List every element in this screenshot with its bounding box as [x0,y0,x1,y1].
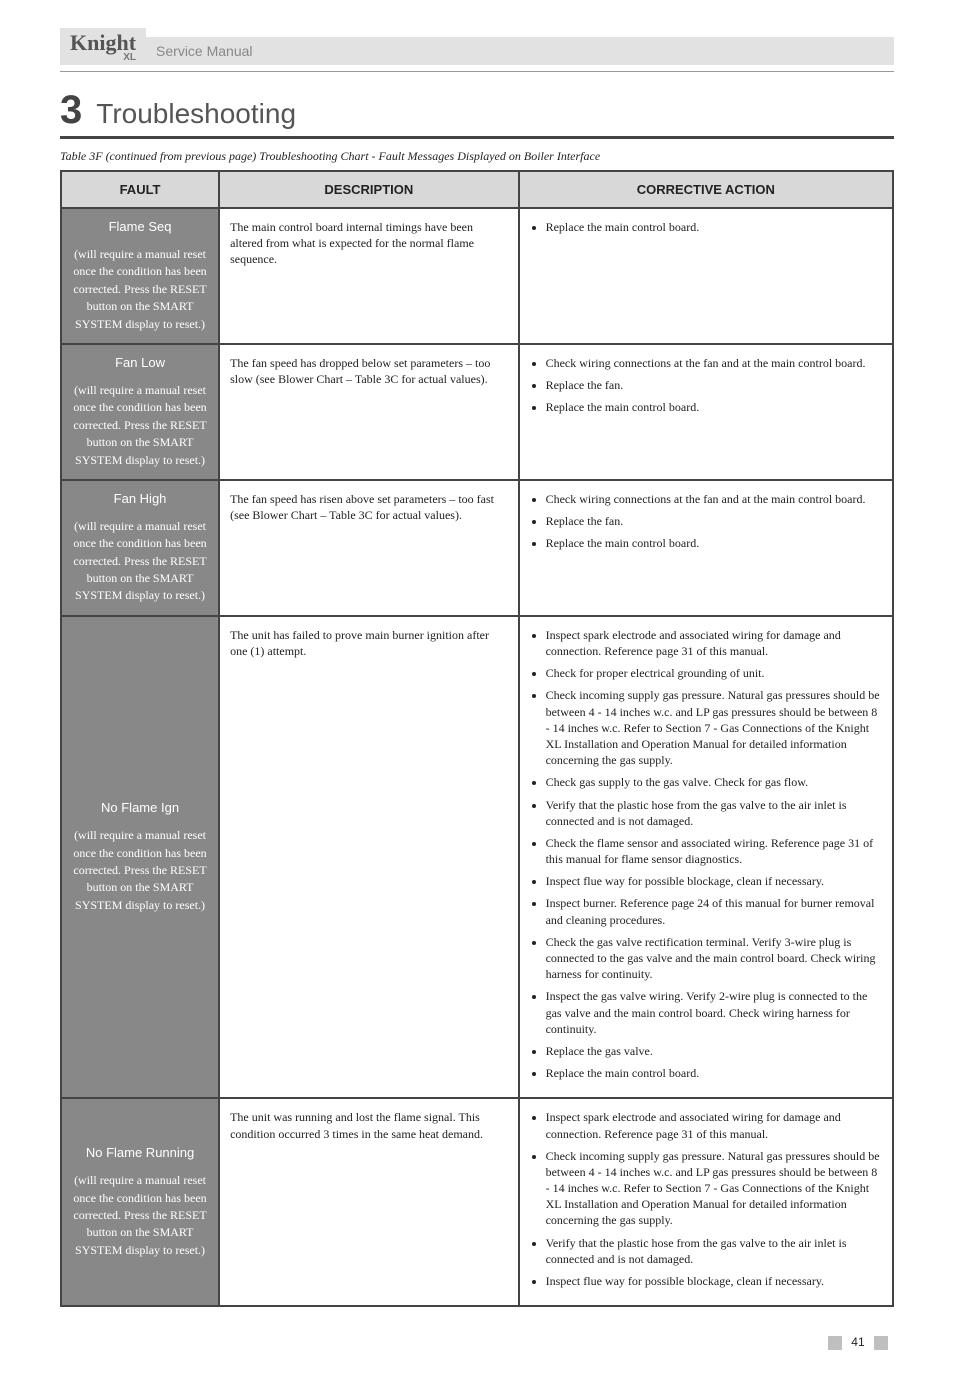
description-cell: The main control board internal timings … [219,208,519,344]
table-caption: Table 3F (continued from previous page) … [60,149,894,164]
action-list: Inspect spark electrode and associated w… [530,1109,882,1289]
table-row: Flame Seq (will require a manual reset on… [61,208,893,344]
page-footer: 41 [60,1335,894,1350]
action-list: Check wiring connections at the fan and … [530,491,882,552]
description-text: The main control board internal timings … [230,219,508,268]
footer-square-icon [874,1336,888,1350]
col-fault: FAULT [61,171,219,208]
action-item: Replace the main control board. [546,219,882,235]
action-item: Replace the fan. [546,377,882,393]
troubleshooting-table: FAULT DESCRIPTION CORRECTIVE ACTION Flam… [60,170,894,1307]
action-item: Replace the gas valve. [546,1043,882,1059]
fault-note: (will require a manual reset once the co… [72,827,208,914]
table-body: Flame Seq (will require a manual reset on… [61,208,893,1306]
fault-note: (will require a manual reset once the co… [72,1172,208,1259]
action-item: Check for proper electrical grounding of… [546,665,882,681]
action-item: Verify that the plastic hose from the ga… [546,1235,882,1267]
fault-name: No Flame Running [72,1145,208,1160]
action-item: Replace the fan. [546,513,882,529]
table-row: No Flame Running (will require a manual r… [61,1098,893,1306]
description-text: The unit has failed to prove main burner… [230,627,508,659]
col-description: DESCRIPTION [219,171,519,208]
action-item: Inspect spark electrode and associated w… [546,627,882,659]
fault-cell: No Flame Ign (will require a manual reset… [61,616,219,1099]
action-list: Check wiring connections at the fan and … [530,355,882,416]
section-title: 3 Troubleshooting [60,90,894,139]
action-cell: Inspect spark electrode and associated w… [519,616,893,1099]
fault-cell: Fan High (will require a manual reset onc… [61,480,219,616]
fault-name: No Flame Ign [72,800,208,815]
action-item: Replace the main control board. [546,1065,882,1081]
action-item: Inspect flue way for possible blockage, … [546,873,882,889]
description-text: The fan speed has dropped below set para… [230,355,508,387]
fault-name: Fan Low [72,355,208,370]
fault-cell: No Flame Running (will require a manual r… [61,1098,219,1306]
fault-note: (will require a manual reset once the co… [72,382,208,469]
description-cell: The unit was running and lost the flame … [219,1098,519,1306]
action-item: Inspect burner. Reference page 24 of thi… [546,895,882,927]
action-item: Replace the main control board. [546,399,882,415]
page-number: 41 [851,1335,864,1349]
description-cell: The fan speed has risen above set parame… [219,480,519,616]
action-item: Check the flame sensor and associated wi… [546,835,882,867]
brand-block: Knight XL [60,28,146,65]
fault-cell: Flame Seq (will require a manual reset on… [61,208,219,344]
table-header-row: FAULT DESCRIPTION CORRECTIVE ACTION [61,171,893,208]
action-cell: Check wiring connections at the fan and … [519,480,893,616]
table-row: Fan Low (will require a manual reset once… [61,344,893,480]
description-cell: The fan speed has dropped below set para… [219,344,519,480]
action-item: Check incoming supply gas pressure. Natu… [546,687,882,768]
action-cell: Check wiring connections at the fan and … [519,344,893,480]
action-item: Check incoming supply gas pressure. Natu… [546,1148,882,1229]
action-item: Inspect spark electrode and associated w… [546,1109,882,1141]
action-item: Check gas supply to the gas valve. Check… [546,774,882,790]
action-item: Check wiring connections at the fan and … [546,355,882,371]
footer-square-icon [828,1336,842,1350]
description-text: The unit was running and lost the flame … [230,1109,508,1141]
fault-note: (will require a manual reset once the co… [72,246,208,333]
action-cell: Inspect spark electrode and associated w… [519,1098,893,1306]
action-cell: Replace the main control board. [519,208,893,344]
fault-cell: Fan Low (will require a manual reset once… [61,344,219,480]
action-list: Inspect spark electrode and associated w… [530,627,882,1082]
header-bar: Knight XL Service Manual [60,28,894,72]
action-item: Inspect the gas valve wiring. Verify 2-w… [546,988,882,1037]
description-text: The fan speed has risen above set parame… [230,491,508,523]
fault-name: Fan High [72,491,208,506]
action-item: Check the gas valve rectification termin… [546,934,882,983]
action-item: Verify that the plastic hose from the ga… [546,797,882,829]
fault-note: (will require a manual reset once the co… [72,518,208,605]
description-cell: The unit has failed to prove main burner… [219,616,519,1099]
col-action: CORRECTIVE ACTION [519,171,893,208]
action-list: Replace the main control board. [530,219,882,235]
section-number: 3 [60,90,82,130]
action-item: Check wiring connections at the fan and … [546,491,882,507]
section-name: Troubleshooting [96,100,296,128]
table-row: No Flame Ign (will require a manual reset… [61,616,893,1099]
table-row: Fan High (will require a manual reset onc… [61,480,893,616]
action-item: Inspect flue way for possible blockage, … [546,1273,882,1289]
action-item: Replace the main control board. [546,535,882,551]
header-series: Service Manual [146,37,894,65]
page-root: Knight XL Service Manual 3 Troubleshooti… [0,0,954,1390]
fault-name: Flame Seq [72,219,208,234]
